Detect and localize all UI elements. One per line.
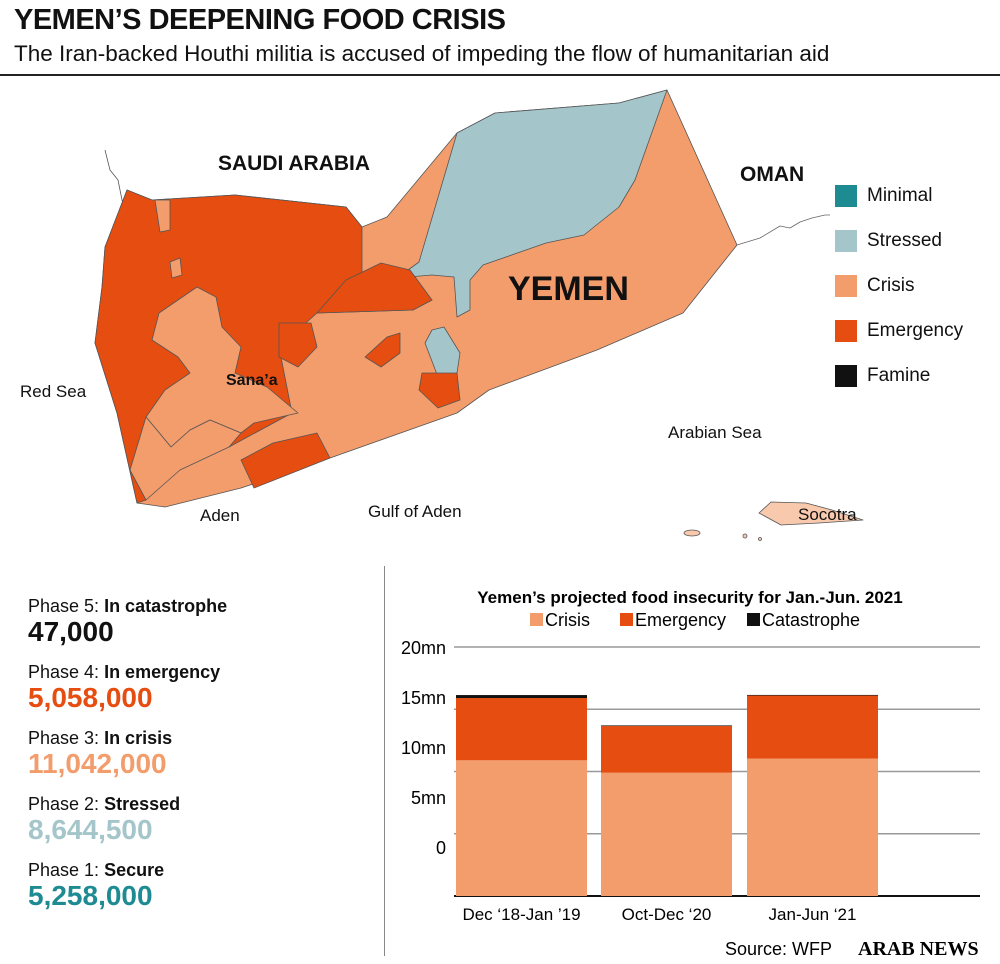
y-tick-label: 0 <box>436 838 446 858</box>
chart-legend-swatch <box>747 613 760 626</box>
legend-swatch <box>835 230 857 252</box>
label-yemen: YEMEN <box>508 270 629 308</box>
label-saudi-arabia: SAUDI ARABIA <box>218 152 371 175</box>
label-red-sea: Red Sea <box>20 382 87 401</box>
phase-stat: Phase 1: Secure 5,258,000 <box>28 860 164 912</box>
legend-label: Minimal <box>867 185 933 206</box>
legend-item-crisis: Crisis <box>835 275 915 297</box>
oman-coastline <box>736 214 830 246</box>
bar-emergency <box>747 695 878 759</box>
label-oman: OMAN <box>740 163 805 186</box>
phase-stat: Phase 2: Stressed 8,644,500 <box>28 794 180 846</box>
phase-value: 11,042,000 <box>28 748 167 779</box>
legend-label: Emergency <box>867 320 964 341</box>
phase-name: Stressed <box>104 794 181 814</box>
region-stressed <box>396 89 668 318</box>
phase-label: Phase 1: Secure <box>28 860 164 881</box>
island <box>758 537 762 541</box>
island <box>742 533 748 539</box>
phase-label: Phase 2: Stressed <box>28 794 180 815</box>
y-tick-label: 5mn <box>411 788 446 808</box>
phase-value: 5,258,000 <box>28 880 153 911</box>
header-divider <box>0 74 1000 76</box>
region-emergency-jawf <box>316 262 433 314</box>
x-tick-label: Oct-Dec ‘20 <box>622 905 712 924</box>
phase-label: Phase 3: In crisis <box>28 728 172 749</box>
socotra-island <box>758 501 864 526</box>
yemen-map <box>94 89 864 541</box>
region-emergency-marib <box>364 332 401 368</box>
bar-crisis <box>601 772 732 896</box>
label-arabian-sea: Arabian Sea <box>668 423 762 442</box>
phase-label: Phase 5: In catastrophe <box>28 596 227 617</box>
phase-prefix: Phase 3: <box>28 728 105 748</box>
legend-swatch <box>835 365 857 387</box>
y-tick-label: 15mn <box>401 688 446 708</box>
bar-catastrophe <box>747 694 878 696</box>
legend-label: Crisis <box>867 275 915 296</box>
chart-legend-item: Crisis <box>530 610 590 630</box>
chart-legend-item: Emergency <box>620 610 726 630</box>
legend-item-stressed: Stressed <box>835 230 942 252</box>
bar-crisis <box>456 760 587 896</box>
phase-prefix: Phase 2: <box>28 794 105 814</box>
chart-legend-swatch <box>620 613 633 626</box>
region-crisis-patch <box>169 257 183 279</box>
x-tick-label: Jan-Jun ‘21 <box>769 905 857 924</box>
legend-item-minimal: Minimal <box>835 185 932 207</box>
label-socotra: Socotra <box>798 505 857 524</box>
phase-value: 8,644,500 <box>28 814 153 845</box>
legend-item-emergency: Emergency <box>835 320 963 342</box>
page-title: YEMEN’S DEEPENING FOOD CRISIS <box>14 4 506 36</box>
phase-prefix: Phase 4: <box>28 662 105 682</box>
legend-label: Stressed <box>867 230 942 251</box>
chart-title: Yemen’s projected food insecurity for Ja… <box>477 588 902 607</box>
region-emergency-shabwa <box>418 372 461 409</box>
page-subtitle: The Iran-backed Houthi militia is accuse… <box>14 41 830 66</box>
label-sanaa: Sana’a <box>226 372 278 389</box>
phase-prefix: Phase 1: <box>28 860 105 880</box>
region-crisis-south <box>129 416 242 501</box>
brand-logo: ARAB NEWS <box>858 938 979 960</box>
section-divider <box>384 566 385 956</box>
phase-prefix: Phase 5: <box>28 596 105 616</box>
x-tick-label: Dec ‘18-Jan ’19 <box>462 905 580 924</box>
label-gulf-of-aden: Gulf of Aden <box>368 502 462 521</box>
phase-stat: Phase 4: In emergency 5,058,000 <box>28 662 220 714</box>
phase-name: In catastrophe <box>104 596 228 616</box>
y-tick-label: 20mn <box>401 638 446 658</box>
chart-legend-label: Emergency <box>635 610 726 630</box>
bar-crisis <box>747 758 878 896</box>
phase-value: 47,000 <box>28 616 114 647</box>
chart-legend-label: Crisis <box>545 610 590 630</box>
region-emergency-bayda <box>278 322 318 368</box>
chart-legend-swatch <box>530 613 543 626</box>
legend-swatch <box>835 275 857 297</box>
bar-catastrophe <box>456 695 587 699</box>
region-crisis-north <box>154 199 171 233</box>
bar-emergency <box>601 726 732 773</box>
legend-label: Famine <box>867 365 931 386</box>
legend-swatch <box>835 320 857 342</box>
phase-name: In emergency <box>104 662 221 682</box>
region-emergency-aden <box>240 432 331 489</box>
label-aden: Aden <box>200 506 240 525</box>
food-insecurity-chart: Yemen’s projected food insecurity for Ja… <box>401 588 980 960</box>
phase-stat: Phase 3: In crisis 11,042,000 <box>28 728 172 780</box>
island <box>683 529 701 537</box>
chart-legend-item: Catastrophe <box>747 610 860 630</box>
legend-item-famine: Famine <box>835 365 930 387</box>
bar-emergency <box>456 698 587 761</box>
chart-legend-label: Catastrophe <box>762 610 860 630</box>
source-note: Source: WFP <box>725 939 832 959</box>
phase-name: Secure <box>104 860 165 880</box>
y-tick-label: 10mn <box>401 738 446 758</box>
legend-swatch <box>835 185 857 207</box>
phase-value: 5,058,000 <box>28 682 153 713</box>
phase-name: In crisis <box>104 728 173 748</box>
bar-catastrophe <box>601 725 732 727</box>
phase-stat: Phase 5: In catastrophe 47,000 <box>28 596 227 648</box>
phase-label: Phase 4: In emergency <box>28 662 220 683</box>
